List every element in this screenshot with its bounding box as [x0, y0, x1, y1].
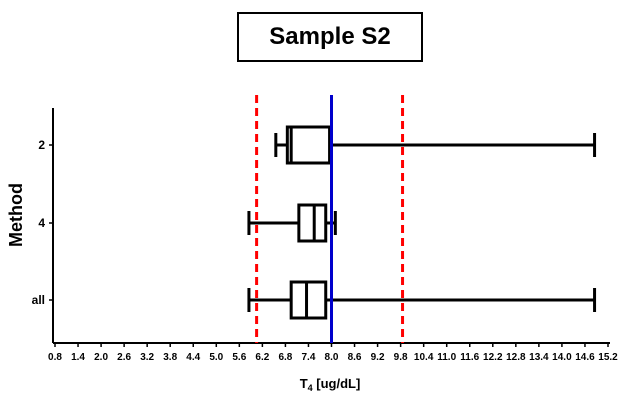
y-ticks: 2 4 all	[32, 138, 53, 307]
box-iqr	[297, 203, 328, 243]
y-tick-label: 2	[38, 138, 45, 152]
x-tick-label: 1.4	[71, 352, 85, 363]
x-tick-label: 8.6	[348, 352, 362, 363]
x-tick-label: 3.8	[163, 352, 177, 363]
x-tick-label: 4.4	[186, 352, 200, 363]
y-tick-label: 4	[38, 216, 45, 230]
x-tick-label: 9.8	[394, 352, 408, 363]
x-tick-label: 6.2	[255, 352, 269, 363]
x-tick-label: 11.6	[460, 352, 479, 363]
y-tick-label: all	[32, 293, 45, 307]
x-tick-label: 6.8	[278, 352, 292, 363]
x-tick-label: 2.6	[117, 352, 131, 363]
x-tick-label: 12.8	[506, 352, 526, 363]
x-tick-label: 2.0	[94, 352, 108, 363]
x-tick-label: 14.6	[575, 352, 595, 363]
x-tick-label: 11.0	[437, 352, 456, 363]
y-axis-title: Method	[6, 183, 26, 247]
x-tick-label: 15.2	[598, 352, 618, 363]
x-axis-title-sub: 4	[308, 383, 313, 393]
x-tick-label: 5.6	[232, 352, 246, 363]
boxes	[247, 125, 597, 320]
x-axis-title-main: T	[300, 376, 308, 391]
x-tick-label: 5.0	[209, 352, 223, 363]
x-tick-label: 3.2	[140, 352, 154, 363]
box-iqr	[285, 125, 332, 165]
x-axis-title-rest: [ug/dL]	[313, 376, 361, 391]
box-2	[274, 125, 597, 165]
box-iqr	[289, 280, 328, 320]
x-tick-label: 9.2	[371, 352, 385, 363]
x-tick-label: 8.0	[325, 352, 339, 363]
box-all	[247, 280, 597, 320]
x-tick-label: 13.4	[529, 352, 549, 363]
x-tick-label: 14.0	[552, 352, 572, 363]
chart-title: Sample S2	[237, 12, 423, 62]
reference-lines	[255, 95, 405, 343]
x-axis-title: T4 [ug/dL]	[300, 376, 361, 393]
x-tick-label: 12.2	[483, 352, 503, 363]
x-ticks: 0.8 1.4 2.0 2.6 3.2 3.8 4.4 5.0 5.6 6.2 6.8 7.4 8.0 8…	[48, 343, 618, 363]
box-4	[247, 203, 337, 243]
x-tick-label: 7.4	[302, 352, 316, 363]
x-tick-label: 10.4	[414, 352, 434, 363]
x-tick-label: 0.8	[48, 352, 62, 363]
